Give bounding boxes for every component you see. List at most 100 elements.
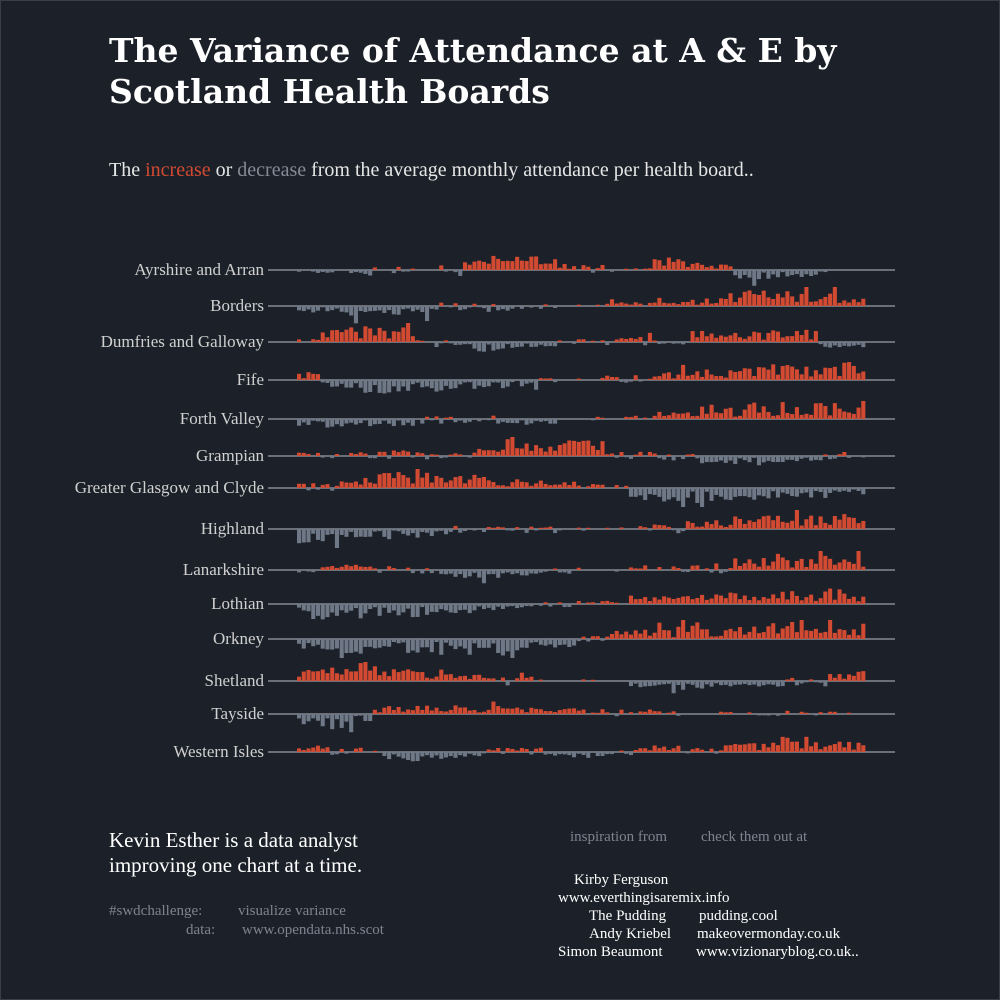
variance-bar [467, 380, 472, 383]
variance-bar [496, 451, 501, 456]
variance-bar [747, 336, 752, 342]
variance-bar [785, 291, 790, 306]
variance-bar [733, 681, 738, 685]
row-label: Greater Glasgow and Clyde [75, 478, 264, 497]
variance-bar [363, 453, 368, 456]
variance-bar [766, 488, 771, 499]
variance-bar [429, 454, 434, 456]
subtitle-mid: or [210, 159, 238, 181]
variance-bar [548, 263, 553, 270]
variance-bar [719, 335, 724, 342]
variance-bar [387, 338, 392, 342]
variance-bar [363, 714, 368, 721]
variance-bar [491, 750, 496, 752]
variance-bar [671, 302, 676, 306]
variance-bar [334, 380, 340, 387]
variance-bar [671, 681, 676, 694]
variance-bar [704, 298, 709, 306]
variance-bar [477, 306, 482, 308]
variance-bar [453, 570, 458, 577]
variance-bar [505, 529, 510, 531]
variance-bar [344, 604, 349, 613]
variance-bar [614, 339, 619, 342]
variance-bar [339, 529, 344, 535]
variance-bar [832, 488, 837, 491]
variance-bar [453, 639, 458, 650]
variance-bar [353, 564, 358, 570]
variance-bar [643, 597, 648, 604]
variance-bar [728, 293, 733, 306]
variance-bar [790, 741, 795, 752]
variance-bar [624, 338, 629, 342]
variance-bar [315, 339, 321, 342]
variance-bar [647, 529, 652, 531]
variance-bar [368, 419, 373, 427]
variance-bar [719, 413, 724, 419]
variance-bar [619, 338, 624, 342]
variance-bar [562, 443, 567, 456]
variance-bar [733, 302, 738, 306]
variance-bar [823, 342, 828, 347]
variance-bar [723, 681, 728, 685]
variance-bar [690, 454, 695, 456]
variance-bar [391, 604, 396, 611]
variance-bar [396, 604, 401, 616]
variance-bar [572, 752, 577, 758]
variance-bar [325, 529, 330, 535]
variance-bar [628, 752, 633, 756]
variance-bar [581, 339, 586, 342]
variance-bar [756, 566, 762, 570]
variance-bar [410, 671, 415, 681]
variance-bar [339, 714, 344, 728]
variance-bar [823, 454, 828, 456]
variance-bar [443, 417, 449, 419]
variance-bar [420, 570, 425, 574]
variance-bar [576, 601, 581, 604]
variance-bar [643, 629, 648, 639]
variance-bar [685, 752, 690, 754]
variance-bar [690, 374, 695, 380]
variance-bar [406, 451, 411, 456]
variance-bar [377, 451, 382, 456]
variance-bar [818, 403, 823, 419]
variance-bar [510, 306, 515, 309]
variance-bar [619, 452, 624, 456]
variance-bar [628, 681, 633, 687]
variance-bar [799, 681, 804, 684]
variance-bar [543, 602, 548, 604]
variance-bar [439, 711, 444, 714]
variance-bar [387, 473, 392, 488]
variance-bar [771, 456, 776, 462]
variance-bar [377, 419, 382, 424]
variance-bar [505, 419, 510, 423]
variance-bar [804, 413, 809, 419]
variance-bar [458, 604, 463, 611]
subtitle-post: from the average monthly attendance per … [306, 159, 754, 181]
variance-bar [723, 377, 728, 380]
variance-bar [756, 488, 762, 496]
variance-bar [709, 374, 714, 380]
variance-bar [401, 306, 406, 310]
variance-bar [733, 593, 738, 604]
variance-bar [823, 406, 828, 419]
variance-bar [534, 708, 539, 714]
variance-bar [666, 630, 671, 639]
variance-bar [728, 712, 733, 714]
variance-bar [572, 639, 577, 646]
variance-bar [719, 456, 724, 461]
variance-bar [515, 678, 520, 681]
variance-bar [538, 419, 543, 422]
variance-bar [666, 526, 671, 529]
row-label: Ayrshire and Arran [134, 260, 264, 279]
variance-bar [358, 452, 363, 456]
variance-bar [847, 362, 852, 380]
variance-bar [728, 681, 733, 687]
variance-bar [847, 712, 852, 714]
variance-bar [851, 365, 856, 380]
variance-bar [510, 380, 515, 383]
variance-bar [429, 482, 434, 488]
variance-bar [439, 380, 444, 391]
variance-bar [719, 298, 724, 306]
variance-bar [538, 570, 543, 573]
variance-bar [657, 525, 662, 529]
